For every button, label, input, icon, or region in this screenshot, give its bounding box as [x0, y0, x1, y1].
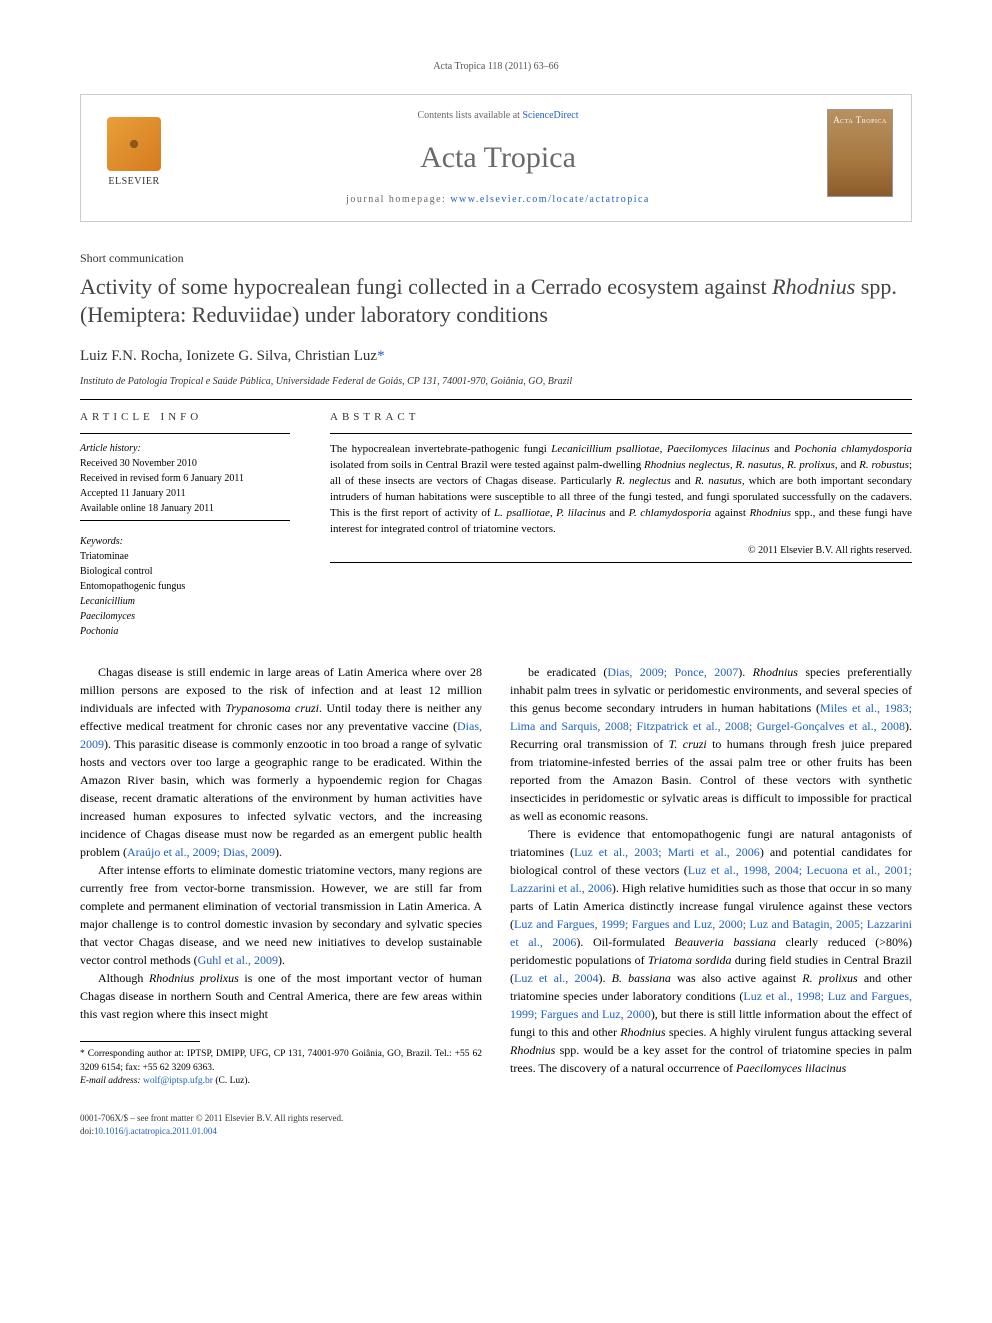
- page-footer: 0001-706X/$ – see front matter © 2011 El…: [80, 1112, 912, 1137]
- abstract-column: abstract The hypocrealean invertebrate-p…: [330, 410, 912, 639]
- history-revised: Received in revised form 6 January 2011: [80, 471, 290, 486]
- elsevier-logo: ELSEVIER: [99, 109, 169, 189]
- footer-copyright-line: 0001-706X/$ – see front matter © 2011 El…: [80, 1112, 912, 1125]
- authors-line: Luiz F.N. Rocha, Ionizete G. Silva, Chri…: [80, 346, 912, 367]
- running-head: Acta Tropica 118 (2011) 63–66: [80, 60, 912, 74]
- title-pre: Activity of some hypocrealean fungi coll…: [80, 274, 772, 299]
- contents-available-line: Contents lists available at ScienceDirec…: [169, 109, 827, 123]
- homepage-prefix: journal homepage:: [346, 194, 450, 205]
- article-info-column: article info Article history: Received 3…: [80, 410, 290, 639]
- divider: [80, 399, 912, 400]
- footnote-email-label: E-mail address:: [80, 1076, 141, 1086]
- footnote-corr-text: * Corresponding author at: IPTSP, DMIPP,…: [80, 1048, 482, 1075]
- keywords-label: Keywords:: [80, 535, 290, 549]
- history-online: Available online 18 January 2011: [80, 501, 290, 516]
- body-paragraph: Although Rhodnius prolixus is one of the…: [80, 969, 482, 1023]
- body-paragraph: be eradicated (Dias, 2009; Ponce, 2007).…: [510, 663, 912, 825]
- authors-names: Luiz F.N. Rocha, Ionizete G. Silva, Chri…: [80, 348, 377, 364]
- journal-cover-thumbnail: Acta Tropica: [827, 109, 893, 197]
- footer-doi-label: doi:: [80, 1126, 94, 1136]
- affiliation: Instituto de Patologia Tropical e Saúde …: [80, 375, 912, 389]
- contents-prefix: Contents lists available at: [417, 110, 522, 121]
- keyword: Triatominae: [80, 549, 290, 564]
- body-paragraph: After intense efforts to eliminate domes…: [80, 861, 482, 969]
- divider: [80, 520, 290, 521]
- sciencedirect-link[interactable]: ScienceDirect: [522, 110, 578, 121]
- keyword: Lecanicillium: [80, 594, 290, 609]
- abstract-copyright: © 2011 Elsevier B.V. All rights reserved…: [330, 544, 912, 558]
- divider: [80, 433, 290, 434]
- journal-header: ELSEVIER Contents lists available at Sci…: [80, 94, 912, 222]
- footnote-email-who: (C. Luz).: [215, 1076, 250, 1086]
- footer-doi-link[interactable]: 10.1016/j.actatropica.2011.01.004: [94, 1126, 217, 1136]
- article-type: Short communication: [80, 250, 912, 267]
- article-title: Activity of some hypocrealean fungi coll…: [80, 273, 912, 330]
- title-species: Rhodnius: [772, 274, 855, 299]
- keyword: Pochonia: [80, 624, 290, 639]
- elsevier-tree-icon: [107, 117, 161, 171]
- history-received: Received 30 November 2010: [80, 456, 290, 471]
- history-accepted: Accepted 11 January 2011: [80, 486, 290, 501]
- article-body: Chagas disease is still endemic in large…: [80, 663, 912, 1088]
- keyword: Paecilomyces: [80, 609, 290, 624]
- keyword: Entomopathogenic fungus: [80, 579, 290, 594]
- journal-name: Acta Tropica: [169, 137, 827, 179]
- abstract-heading: abstract: [330, 410, 912, 425]
- corresponding-author-footnote: * Corresponding author at: IPTSP, DMIPP,…: [80, 1048, 482, 1088]
- abstract-text: The hypocrealean invertebrate-pathogenic…: [330, 442, 912, 538]
- divider: [330, 562, 912, 563]
- journal-homepage-line: journal homepage: www.elsevier.com/locat…: [169, 193, 827, 207]
- journal-homepage-link[interactable]: www.elsevier.com/locate/actatropica: [450, 194, 650, 205]
- article-history-label: Article history:: [80, 442, 290, 456]
- keyword: Biological control: [80, 564, 290, 579]
- divider: [330, 433, 912, 434]
- footnote-email-link[interactable]: wolf@iptsp.ufg.br: [143, 1076, 213, 1086]
- body-paragraph: Chagas disease is still endemic in large…: [80, 663, 482, 861]
- article-info-heading: article info: [80, 410, 290, 425]
- publisher-name: ELSEVIER: [108, 175, 159, 189]
- corresponding-author-mark[interactable]: *: [377, 348, 385, 364]
- footnote-divider: [80, 1041, 200, 1042]
- body-paragraph: There is evidence that entomopathogenic …: [510, 825, 912, 1077]
- cover-title: Acta Tropica: [832, 114, 888, 127]
